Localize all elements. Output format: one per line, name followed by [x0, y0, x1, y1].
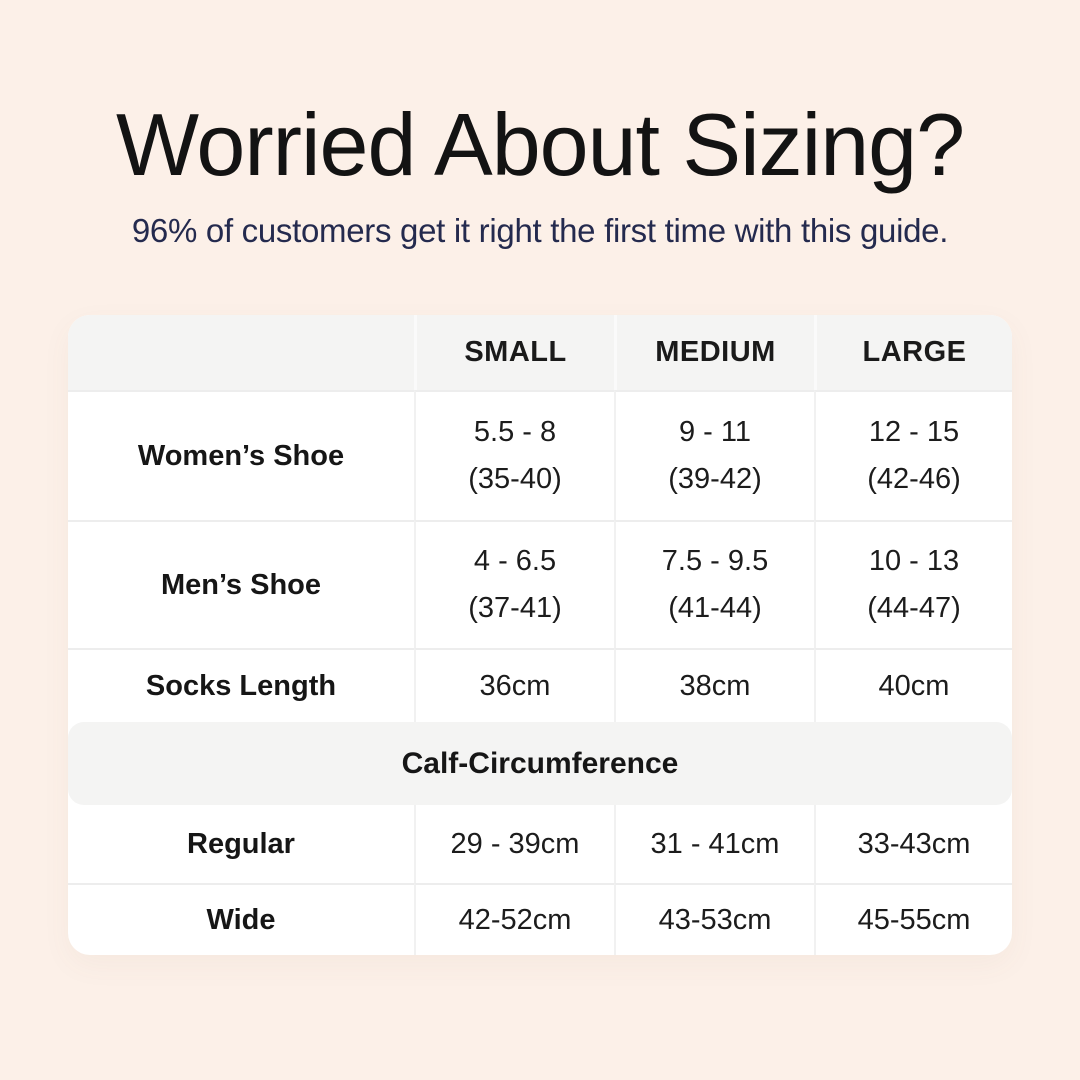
row-label-wide: Wide — [68, 883, 414, 955]
cell-womens-large: 12 - 15 (42-46) — [814, 390, 1012, 520]
cell-socks-medium: 38cm — [614, 648, 814, 722]
value-line: (44-47) — [867, 592, 961, 624]
cell-mens-large: 10 - 13 (44-47) — [814, 520, 1012, 648]
row-label-mens-shoe: Men’s Shoe — [68, 520, 414, 648]
cell-regular-small: 29 - 39cm — [414, 805, 614, 883]
row-label-socks-length: Socks Length — [68, 648, 414, 722]
row-label-womens-shoe: Women’s Shoe — [68, 390, 414, 520]
value-line: 5.5 - 8 — [473, 416, 557, 448]
page-subtitle: 96% of customers get it right the first … — [131, 212, 949, 249]
sizing-table: SMALL MEDIUM LARGE Women’s Shoe 5.5 - 8 … — [68, 315, 1012, 955]
cell-wide-small: 42-52cm — [414, 883, 614, 955]
value-line: 7.5 - 9.5 — [661, 545, 769, 577]
cell-mens-medium: 7.5 - 9.5 (41-44) — [614, 520, 814, 648]
value-line: 4 - 6.5 — [473, 545, 557, 577]
value-line: 10 - 13 — [868, 545, 960, 577]
cell-womens-small: 5.5 - 8 (35-40) — [414, 390, 614, 520]
table-header-large: LARGE — [814, 315, 1012, 390]
cell-womens-medium: 9 - 11 (39-42) — [614, 390, 814, 520]
value-line: (41-44) — [668, 592, 762, 624]
cell-wide-medium: 43-53cm — [614, 883, 814, 955]
cell-socks-large: 40cm — [814, 648, 1012, 722]
table-header-small: SMALL — [414, 315, 614, 390]
row-label-regular: Regular — [187, 827, 295, 860]
table-header-empty — [68, 315, 414, 390]
cell-mens-small: 4 - 6.5 (37-41) — [414, 520, 614, 648]
cell-regular-medium: 31 - 41cm — [614, 805, 814, 883]
table-header-medium: MEDIUM — [614, 315, 814, 390]
cell-socks-small: 36cm — [414, 648, 614, 722]
section-header-calf-circumference: Calf-Circumference — [68, 722, 1012, 805]
value-line: (37-41) — [468, 592, 562, 624]
page-title: Worried About Sizing? — [115, 95, 965, 194]
value-line: (35-40) — [468, 463, 562, 495]
cell-wide-large: 45-55cm — [814, 883, 1012, 955]
value-line: 12 - 15 — [868, 416, 960, 448]
value-line: 9 - 11 — [678, 416, 751, 448]
cell-regular-large: 33-43cm — [814, 805, 1012, 883]
value-line: (39-42) — [668, 463, 762, 495]
value-line: (42-46) — [867, 463, 961, 495]
